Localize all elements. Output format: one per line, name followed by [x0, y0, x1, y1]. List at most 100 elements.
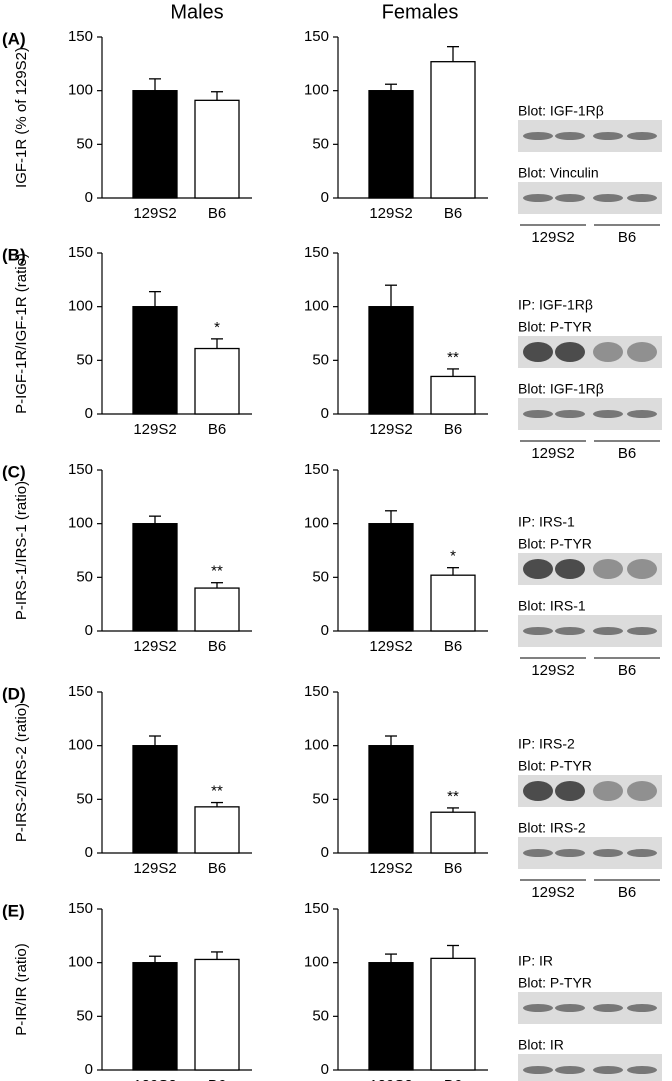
y-tick-label: 0 [85, 405, 93, 422]
group-label: B6 [618, 445, 636, 462]
panel-label: (D) [2, 684, 26, 703]
blot-band [593, 1004, 623, 1012]
x-tick-label: B6 [208, 421, 226, 438]
blot-band [523, 1066, 553, 1074]
blot-band [593, 194, 623, 202]
blot-band [593, 627, 623, 635]
y-tick-label: 100 [68, 737, 93, 754]
y-tick-label: 50 [312, 135, 329, 152]
blot-band [555, 132, 585, 140]
blot-band [627, 194, 657, 202]
blot-band [555, 559, 585, 579]
blot-band [523, 781, 553, 801]
blot-label: Blot: P-TYR [518, 536, 592, 552]
x-tick-label: 129S2 [369, 638, 412, 655]
x-tick-label: 129S2 [369, 421, 412, 438]
y-tick-label: 50 [312, 790, 329, 807]
group-label: B6 [618, 229, 636, 246]
y-tick-label: 100 [68, 82, 93, 99]
x-tick-label: B6 [208, 1077, 226, 1081]
y-tick-label: 150 [304, 28, 329, 45]
group-label: 129S2 [531, 662, 574, 679]
blot-band [555, 781, 585, 801]
blot-band [627, 1066, 657, 1074]
y-tick-label: 150 [68, 900, 93, 917]
bar [368, 745, 414, 854]
blot-label: Blot: P-TYR [518, 975, 592, 991]
y-axis-label: IGF-1R (% of 129S2) [13, 47, 30, 188]
y-axis-label: P-IRS-2/IRS-2 (ratio) [13, 703, 30, 842]
blot-band [523, 627, 553, 635]
column-header: Males [170, 1, 223, 23]
blot-band [555, 194, 585, 202]
blot-band [555, 627, 585, 635]
x-tick-label: 129S2 [133, 860, 176, 877]
y-tick-label: 0 [321, 622, 329, 639]
blot-band [627, 781, 657, 801]
blot-band [523, 342, 553, 362]
bar [194, 347, 240, 415]
y-tick-label: 50 [76, 790, 93, 807]
y-tick-label: 50 [312, 568, 329, 585]
x-tick-label: 129S2 [369, 860, 412, 877]
blot-label: Blot: IGF-1Rβ [518, 103, 604, 119]
bar [132, 962, 178, 1071]
panel-label: (B) [2, 245, 26, 264]
y-tick-label: 150 [304, 461, 329, 478]
y-tick-label: 0 [85, 189, 93, 206]
bar [368, 523, 414, 632]
significance: ** [447, 788, 459, 805]
blot-band [627, 132, 657, 140]
y-tick-label: 0 [321, 844, 329, 861]
y-tick-label: 150 [304, 900, 329, 917]
x-tick-label: 129S2 [369, 1077, 412, 1081]
blot-band [627, 559, 657, 579]
blot-band [627, 342, 657, 362]
bar [368, 90, 414, 199]
panel-label: (A) [2, 29, 26, 48]
blot-label: IP: IRS-2 [518, 736, 575, 752]
blot-label: Blot: IRS-2 [518, 820, 586, 836]
y-tick-label: 0 [321, 189, 329, 206]
y-tick-label: 0 [85, 844, 93, 861]
bar [430, 375, 476, 415]
blot-band [523, 194, 553, 202]
blot-band [523, 849, 553, 857]
blot-band [523, 410, 553, 418]
group-label: 129S2 [531, 884, 574, 901]
bar [194, 587, 240, 632]
y-tick-label: 0 [85, 622, 93, 639]
x-tick-label: 129S2 [369, 205, 412, 222]
y-tick-label: 50 [312, 1007, 329, 1024]
y-tick-label: 100 [304, 298, 329, 315]
column-header: Females [382, 1, 459, 23]
blot-band [555, 849, 585, 857]
y-tick-label: 100 [68, 298, 93, 315]
y-tick-label: 150 [68, 28, 93, 45]
blot-band [627, 849, 657, 857]
significance: * [450, 548, 456, 565]
blot-band [593, 410, 623, 418]
bar [194, 806, 240, 854]
y-tick-label: 0 [321, 405, 329, 422]
blot-band [593, 781, 623, 801]
bar [194, 99, 240, 199]
y-tick-label: 100 [304, 737, 329, 754]
blot-band [555, 1066, 585, 1074]
y-tick-label: 100 [304, 515, 329, 532]
y-tick-label: 50 [76, 135, 93, 152]
y-tick-label: 150 [68, 683, 93, 700]
y-tick-label: 50 [312, 351, 329, 368]
panel-label: (C) [2, 462, 26, 481]
x-tick-label: B6 [444, 1077, 462, 1081]
blot-band [593, 342, 623, 362]
blot-band [627, 627, 657, 635]
blot-band [555, 1004, 585, 1012]
bar [430, 957, 476, 1071]
bar [194, 958, 240, 1071]
x-tick-label: 129S2 [133, 421, 176, 438]
blot-band [593, 132, 623, 140]
x-tick-label: B6 [208, 860, 226, 877]
bar [132, 306, 178, 415]
y-axis-label: P-IGF-1R/IGF-1R (ratio) [13, 253, 30, 414]
